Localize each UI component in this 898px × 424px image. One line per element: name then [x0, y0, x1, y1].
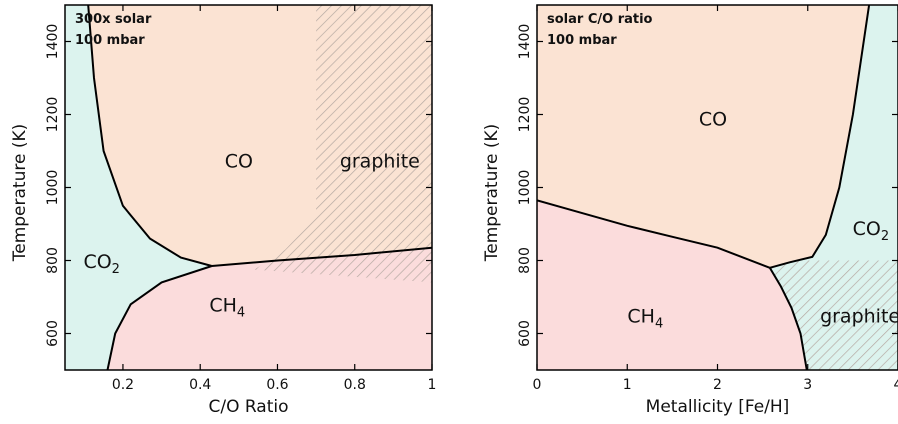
ch4-region [537, 200, 807, 370]
panel-annotation: solar C/O ratio [547, 12, 653, 27]
y-tick-label: 1200 [517, 97, 533, 133]
x-tick-label: 0.4 [189, 377, 211, 393]
ch4-region [107, 247, 432, 370]
x-tick-label: 1 [623, 377, 632, 393]
panel-annotation: 100 mbar [547, 33, 617, 48]
co2-region [65, 5, 212, 370]
co-label: CO [699, 108, 727, 130]
co2-label-subscript: 2 [112, 262, 120, 277]
y-tick-label: 1400 [517, 24, 533, 60]
x-tick-label: 2 [713, 377, 722, 393]
y-axis-label: Temperature (K) [10, 124, 30, 263]
x-axis-label: C/O Ratio [208, 397, 288, 417]
y-tick-label: 600 [45, 320, 61, 347]
co2-label-subscript: 2 [881, 229, 889, 244]
x-tick-label: 3 [803, 377, 812, 393]
graphite-region [769, 260, 898, 370]
co-co2-boundary [87, 5, 213, 267]
plot-area [537, 5, 898, 370]
left-phase-diagram-panel: 0.2 0.4 0.6 0.8 1 600 800 1000 1200 1400 C/O Ratio… [10, 4, 437, 417]
x-axis-label: Metallicity [Fe/H] [646, 397, 790, 417]
ch4-graphite-boundary [768, 267, 808, 370]
x-tick-label: 0.8 [344, 377, 366, 393]
y-tick-label: 800 [517, 247, 533, 274]
right-phase-diagram-panel: 0 1 2 3 4 600 800 1000 1200 1400 Metallicity [Fe/H… [482, 4, 898, 417]
co-label: CO [225, 150, 253, 172]
x-tick-label: 1 [428, 377, 437, 393]
x-tick-label: 4 [894, 377, 898, 393]
y-axis-label: Temperature (K) [482, 124, 502, 263]
co-ch4-boundary [211, 246, 432, 267]
y-tick-label: 1000 [45, 170, 61, 206]
y-tick-label: 1200 [45, 97, 61, 133]
y-tick-label: 800 [45, 247, 61, 274]
panel-annotation: 100 mbar [75, 33, 145, 48]
ch4-label-subscript: 4 [237, 306, 245, 321]
panel-annotation: 300x solar [75, 12, 152, 27]
y-tick-label: 600 [517, 320, 533, 347]
x-tick-label: 0.2 [112, 377, 134, 393]
ch4-label-subscript: 4 [655, 317, 663, 332]
co-ch4-boundary [537, 199, 771, 269]
graphite-label: graphite [820, 306, 898, 328]
graphite-label: graphite [340, 150, 420, 172]
co-co2-boundary [769, 5, 871, 269]
plot-area [65, 5, 432, 370]
co2-ch4-boundary [106, 265, 213, 370]
x-tick-label: 0 [533, 377, 542, 393]
x-tick-label: 0.6 [266, 377, 288, 393]
y-tick-label: 1000 [517, 170, 533, 206]
y-tick-label: 1400 [45, 24, 61, 60]
graphite-region [254, 5, 432, 283]
